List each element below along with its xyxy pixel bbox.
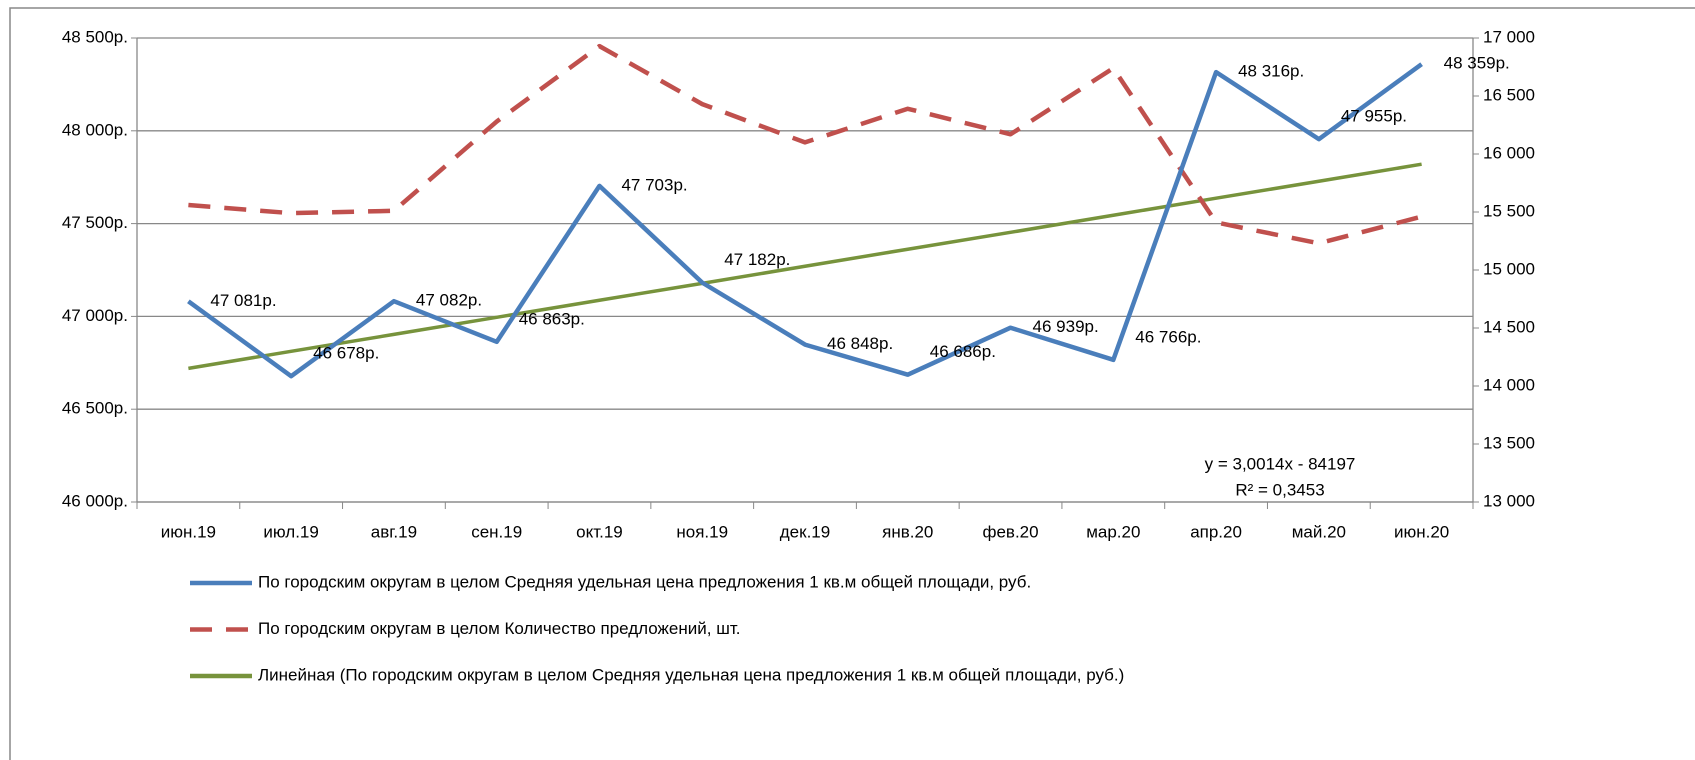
x-tick-label: сен.19 bbox=[471, 522, 522, 541]
data-label: 46 766р. bbox=[1135, 327, 1201, 346]
x-tick-label: окт.19 bbox=[576, 522, 623, 541]
x-tick-label: фев.20 bbox=[982, 522, 1038, 541]
y-tick-label: 46 500р. bbox=[62, 399, 128, 418]
data-label: 47 703р. bbox=[621, 175, 687, 194]
chart-border bbox=[9, 7, 1695, 760]
x-tick-label: май.20 bbox=[1292, 522, 1346, 541]
y2-tick-label: 15 500 bbox=[1483, 201, 1535, 220]
data-label: 47 955р. bbox=[1341, 107, 1407, 126]
y-tick-label: 47 500р. bbox=[62, 213, 128, 232]
data-label: 46 863р. bbox=[519, 309, 585, 328]
x-tick-label: мар.20 bbox=[1086, 522, 1140, 541]
data-label: 46 686р. bbox=[930, 342, 996, 361]
x-tick-label: авг.19 bbox=[371, 522, 417, 541]
y-tick-label: 47 000р. bbox=[62, 306, 128, 325]
y2-tick-label: 16 000 bbox=[1483, 143, 1535, 162]
x-tick-label: апр.20 bbox=[1190, 522, 1242, 541]
legend-label: Линейная (По городским округам в целом С… bbox=[258, 665, 1124, 684]
data-label: 48 316р. bbox=[1238, 62, 1304, 81]
y2-tick-label: 16 500 bbox=[1483, 85, 1535, 104]
x-tick-label: июн.20 bbox=[1394, 522, 1449, 541]
x-tick-label: июл.19 bbox=[263, 522, 318, 541]
legend-label: По городским округам в целом Средняя уде… bbox=[258, 572, 1031, 591]
x-tick-label: дек.19 bbox=[780, 522, 830, 541]
trend-equation: y = 3,0014x - 84197 bbox=[1205, 454, 1356, 473]
data-label: 46 678р. bbox=[313, 344, 379, 363]
data-label: 47 081р. bbox=[210, 291, 276, 310]
data-label: 46 939р. bbox=[1033, 317, 1099, 336]
series-line bbox=[188, 43, 1423, 246]
y-tick-label: 48 500р. bbox=[62, 27, 128, 46]
series-line bbox=[188, 162, 1422, 371]
y2-tick-label: 15 000 bbox=[1483, 259, 1535, 278]
series-line bbox=[187, 62, 1423, 379]
y2-tick-label: 17 000 bbox=[1483, 27, 1535, 46]
y2-tick-label: 13 500 bbox=[1483, 433, 1535, 452]
y2-tick-label: 14 000 bbox=[1483, 375, 1535, 394]
data-label: 47 182р. bbox=[724, 250, 790, 269]
data-label: 46 848р. bbox=[827, 334, 893, 353]
data-label: 47 082р. bbox=[416, 291, 482, 310]
y-tick-label: 48 000р. bbox=[62, 120, 128, 139]
y-tick-label: 46 000р. bbox=[62, 491, 128, 510]
x-tick-label: янв.20 bbox=[882, 522, 933, 541]
x-tick-label: июн.19 bbox=[161, 522, 216, 541]
y2-tick-label: 13 000 bbox=[1483, 491, 1535, 510]
data-label: 48 359р. bbox=[1444, 54, 1510, 73]
legend-label: По городским округам в целом Количество … bbox=[258, 619, 740, 638]
y2-tick-label: 14 500 bbox=[1483, 317, 1535, 336]
x-tick-label: ноя.19 bbox=[676, 522, 728, 541]
trend-r2: R² = 0,3453 bbox=[1235, 480, 1324, 499]
